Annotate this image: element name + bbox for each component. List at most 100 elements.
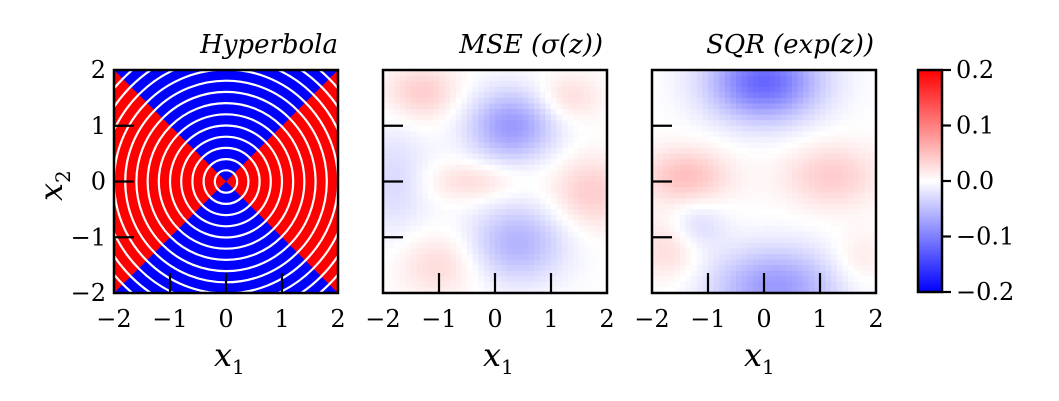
heat-cell	[483, 70, 490, 77]
y-axis-label: x	[32, 183, 70, 201]
heat-cell	[724, 287, 731, 293]
heat-cell	[467, 265, 474, 272]
heat-cell	[461, 75, 468, 82]
heat-cell	[668, 125, 675, 132]
heat-cell	[663, 281, 670, 289]
heat-cell	[500, 92, 507, 99]
heat-cell	[808, 125, 815, 132]
heat-cell	[573, 203, 580, 210]
heat-cell	[579, 226, 586, 233]
heat-cell	[808, 226, 815, 233]
heat-cell	[567, 181, 574, 188]
heat-cell	[523, 253, 530, 261]
heat-cell	[831, 75, 838, 82]
heat-cell	[455, 192, 462, 199]
heat-cell	[467, 281, 474, 289]
heat-cell	[848, 114, 855, 121]
heat-cell	[741, 164, 748, 171]
heat-cell	[584, 97, 591, 105]
heat-cell	[848, 203, 855, 210]
heat-cell	[786, 226, 793, 233]
heat-cell	[730, 125, 737, 132]
heat-cell	[870, 120, 876, 127]
heat-cell	[450, 198, 457, 205]
heat-cell	[467, 70, 474, 77]
heat-cell	[539, 131, 546, 138]
heat-cell	[758, 242, 765, 249]
heat-cell	[719, 192, 726, 199]
heat-cell	[803, 192, 810, 199]
heat-cell	[859, 287, 866, 293]
heat-cell	[567, 81, 574, 88]
heat-cell	[405, 114, 412, 121]
heat-cell	[562, 226, 569, 233]
heat-cell	[567, 220, 574, 227]
heat-cell	[803, 259, 810, 266]
heat-cell	[416, 192, 423, 199]
heat-cell	[478, 142, 485, 149]
heat-cell	[747, 148, 754, 155]
heat-cell	[848, 175, 855, 183]
heat-cell	[702, 281, 709, 289]
heat-cell	[674, 220, 681, 227]
heat-cell	[691, 276, 698, 283]
heat-cell	[584, 164, 591, 171]
heat-cell	[797, 203, 804, 210]
heat-cell	[702, 92, 709, 99]
heat-cell	[388, 281, 395, 289]
heat-cell	[573, 175, 580, 183]
heat-cell	[416, 253, 423, 261]
heat-cell	[780, 287, 787, 293]
heat-cell	[674, 170, 681, 177]
heat-cell	[523, 70, 530, 77]
heat-cell	[595, 281, 602, 289]
heat-cell	[741, 86, 748, 93]
heat-cell	[663, 170, 670, 177]
heat-cell	[601, 92, 607, 99]
heat-cell	[579, 281, 586, 289]
heat-cell	[741, 231, 748, 238]
heat-cell	[758, 259, 765, 266]
heat-cell	[820, 231, 827, 238]
heat-cell	[444, 136, 451, 144]
heat-cell	[556, 70, 563, 77]
heat-cell	[864, 181, 871, 188]
heat-cell	[769, 175, 776, 183]
heat-cell	[741, 287, 748, 293]
heat-cell	[422, 131, 429, 138]
heat-cell	[433, 97, 440, 105]
heat-cell	[399, 253, 406, 261]
heat-cell	[713, 287, 720, 293]
heat-cell	[573, 198, 580, 205]
heat-cell	[427, 231, 434, 238]
heat-cell	[792, 148, 799, 155]
heat-cell	[411, 270, 418, 277]
heat-cell	[556, 86, 563, 93]
heat-cell	[814, 259, 821, 266]
heat-cell	[517, 125, 524, 132]
heat-cell	[652, 270, 659, 277]
heat-cell	[399, 209, 406, 216]
heat-cell	[556, 248, 563, 255]
heat-cell	[674, 97, 681, 105]
heat-cell	[713, 242, 720, 249]
heat-cell	[534, 153, 541, 160]
heat-cell	[427, 153, 434, 160]
heat-cell	[399, 259, 406, 266]
heat-cell	[573, 170, 580, 177]
heat-cell	[741, 214, 748, 222]
heat-cell	[747, 114, 754, 121]
heat-cell	[831, 248, 838, 255]
heat-cell	[427, 198, 434, 205]
heat-cell	[472, 242, 479, 249]
heat-cell	[730, 81, 737, 88]
heat-cell	[808, 209, 815, 216]
heat-cell	[433, 70, 440, 77]
heat-cell	[489, 92, 496, 99]
heat-cell	[853, 248, 860, 255]
heat-cell	[836, 287, 843, 293]
heat-cell	[562, 253, 569, 261]
heat-cell	[752, 170, 759, 177]
heat-cell	[433, 164, 440, 171]
heat-cell	[478, 103, 485, 110]
